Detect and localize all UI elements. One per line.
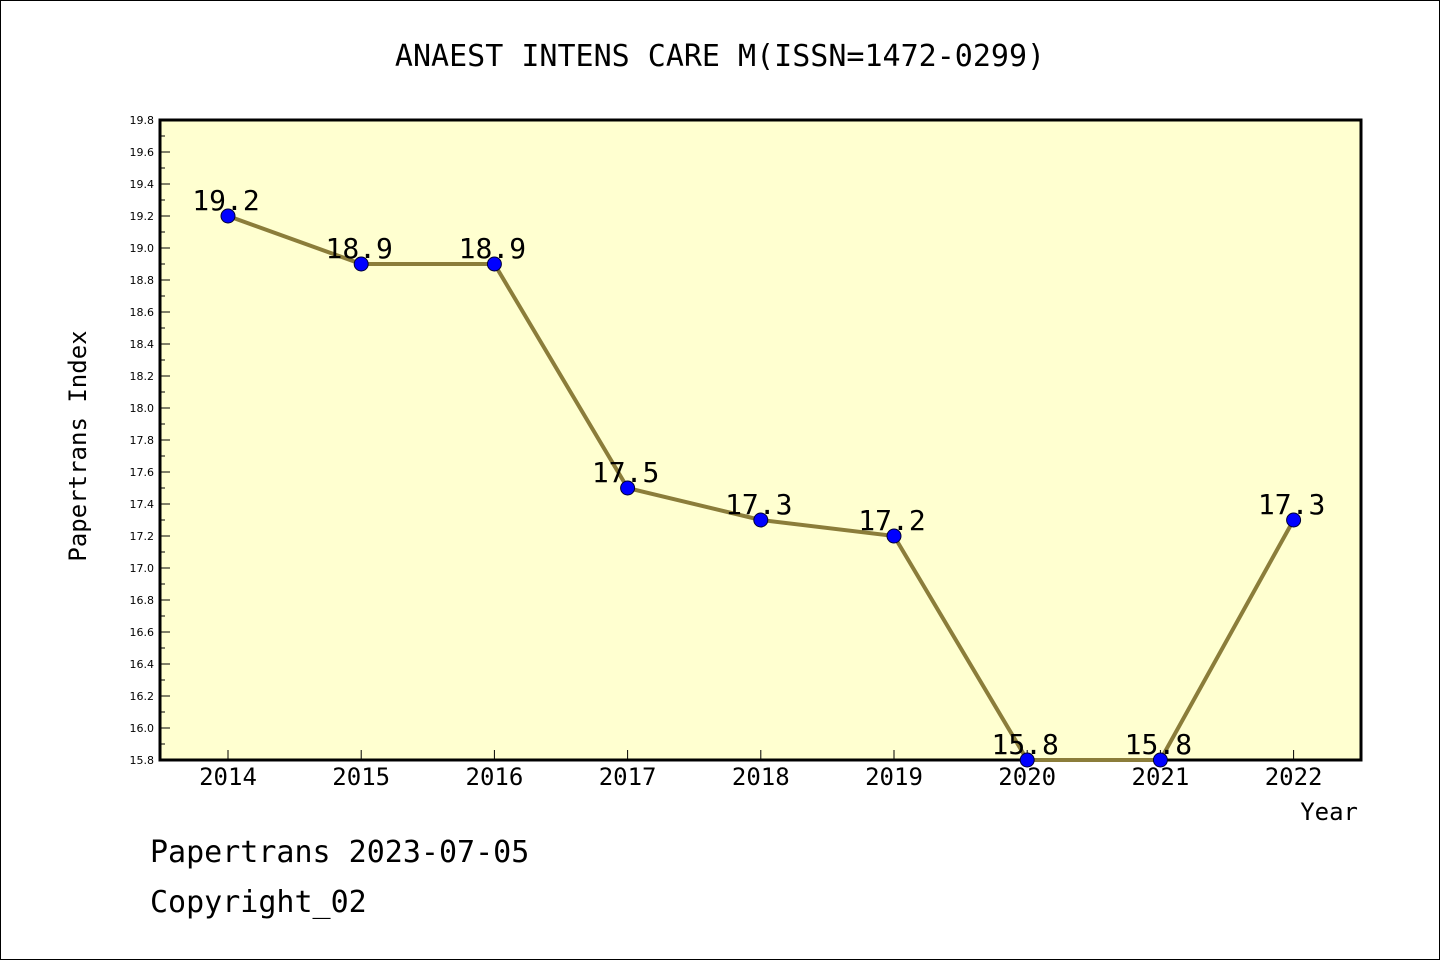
data-labels: 19.2 18.9 18.9 17.5 17.3 17.2 15.8 15.8 17.3: [192, 184, 1325, 761]
data-point: [1019, 752, 1035, 768]
y-tick-label: 16.0: [130, 722, 155, 735]
x-tick-label: 2015: [332, 763, 390, 791]
y-tick-label: 15.8: [130, 754, 155, 767]
x-tick-label: 2016: [466, 763, 524, 791]
data-label: 17.2: [858, 504, 925, 537]
y-tick-label: 19.6: [130, 146, 155, 159]
y-tick-label: 18.6: [130, 306, 155, 319]
y-tick-label: 17.0: [130, 562, 155, 575]
x-tick-label: 2017: [599, 763, 657, 791]
y-tick-label: 17.4: [130, 498, 155, 511]
x-axis-ticks: 2014 2015 2016 2017 2018 2019 2020 2021 2022: [199, 750, 1322, 791]
x-tick-label: 2014: [199, 763, 257, 791]
data-point: [486, 256, 502, 272]
x-tick-label: 2018: [732, 763, 790, 791]
data-point: [753, 512, 769, 528]
y-tick-label: 18.2: [130, 370, 155, 383]
chart-title: ANAEST INTENS CARE M(ISSN=1472-0299): [395, 39, 1045, 74]
data-label: 17.3: [725, 488, 792, 521]
y-tick-label: 17.8: [130, 434, 155, 447]
x-tick-label: 2020: [998, 763, 1056, 791]
y-tick-label: 16.6: [130, 626, 155, 639]
x-tick-label: 2021: [1132, 763, 1190, 791]
data-label: 15.8: [1125, 728, 1192, 761]
x-tick-label: 2019: [865, 763, 923, 791]
data-point: [1152, 752, 1168, 768]
y-tick-label: 18.8: [130, 274, 155, 287]
data-point: [886, 528, 902, 544]
footer-date: Papertrans 2023-07-05: [150, 835, 530, 870]
y-tick-label: 16.8: [130, 594, 155, 607]
plot-area: [158, 118, 1363, 762]
y-tick-label: 18.0: [130, 402, 155, 415]
x-axis-label: Year: [1300, 798, 1358, 826]
data-label: 18.9: [459, 232, 526, 265]
y-tick-label: 16.2: [130, 690, 155, 703]
data-markers: [220, 208, 1302, 768]
data-point: [353, 256, 369, 272]
data-label: 18.9: [325, 232, 392, 265]
y-axis-ticks: 15.8 16.0 16.2 16.4 16.6 16.8 17.0 17.2 17.4 17.6…: [130, 114, 170, 767]
y-tick-label: 17.2: [130, 530, 155, 543]
footer-copyright: Copyright_02: [150, 885, 367, 920]
data-label: 19.2: [192, 184, 259, 217]
y-tick-label: 16.4: [130, 658, 155, 671]
data-label: 17.3: [1258, 488, 1325, 521]
data-point: [1286, 512, 1302, 528]
data-label: 17.5: [592, 456, 659, 489]
y-tick-label: 17.6: [130, 466, 155, 479]
x-tick-label: 2022: [1265, 763, 1323, 791]
data-label: 15.8: [991, 728, 1058, 761]
y-axis-label: Papertrans Index: [64, 330, 92, 561]
y-tick-label: 19.4: [130, 178, 155, 191]
y-tick-label: 18.4: [130, 338, 155, 351]
y-tick-label: 19.8: [130, 114, 155, 127]
data-point: [620, 480, 636, 496]
data-point: [220, 208, 236, 224]
y-tick-label: 19.0: [130, 242, 155, 255]
y-tick-label: 19.2: [130, 210, 155, 223]
